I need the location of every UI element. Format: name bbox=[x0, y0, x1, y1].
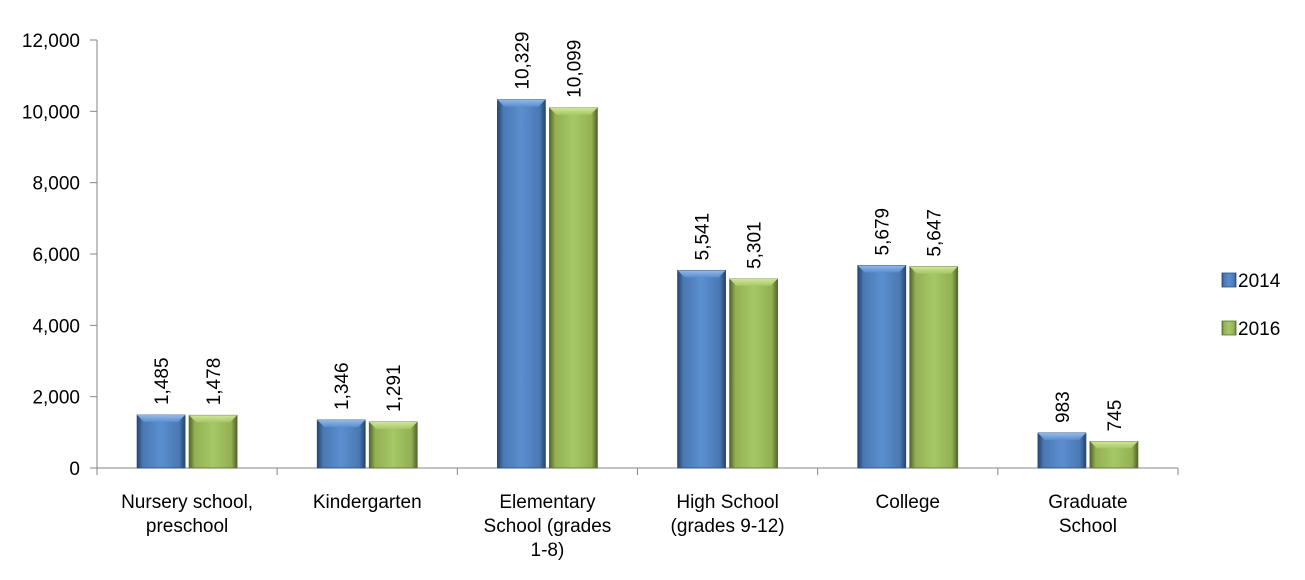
bar-cap-2016-3 bbox=[729, 278, 778, 286]
bar-cap-2016-5 bbox=[1089, 441, 1138, 449]
legend-label-2016: 2016 bbox=[1238, 319, 1280, 340]
data-label-2016-5: 745 bbox=[1105, 400, 1126, 432]
category-label: Kindergarten bbox=[313, 492, 422, 513]
data-label-2014-4: 5,679 bbox=[873, 208, 894, 256]
data-label-2014-3: 5,541 bbox=[693, 213, 714, 261]
bar-2014-1 bbox=[316, 419, 366, 469]
category-label: Nursery school, preschool bbox=[121, 492, 253, 537]
bar-2014-4 bbox=[857, 265, 907, 469]
category-label: High School (grades 9-12) bbox=[671, 492, 785, 537]
data-label-2016-3: 5,301 bbox=[745, 221, 766, 269]
bar-cap-2016-4 bbox=[909, 266, 958, 274]
data-label-2014-2: 10,329 bbox=[512, 31, 533, 89]
bar-2016-2 bbox=[549, 107, 598, 469]
legend-swatch-2016 bbox=[1221, 320, 1237, 336]
bar-2016-4 bbox=[909, 266, 959, 469]
y-tick-label: 12,000 bbox=[22, 31, 80, 52]
category-label: Elementary School (grades 1-8) bbox=[484, 492, 612, 561]
data-label-2014-1: 1,346 bbox=[332, 362, 353, 410]
y-tick-label: 8,000 bbox=[32, 174, 80, 195]
y-tick-label: 6,000 bbox=[32, 245, 80, 266]
bar-cap-2016-1 bbox=[369, 421, 418, 429]
data-label-2016-4: 5,647 bbox=[925, 209, 946, 257]
bar-2014-2 bbox=[497, 99, 546, 469]
y-tick-label: 4,000 bbox=[32, 316, 80, 337]
bars-group bbox=[136, 99, 1139, 469]
data-label-2016-0: 1,478 bbox=[204, 358, 225, 406]
legend-swatch-2014 bbox=[1221, 272, 1237, 288]
data-label-2016-2: 10,099 bbox=[564, 40, 585, 98]
bar-cap-2016-2 bbox=[549, 107, 598, 115]
bar-2014-3 bbox=[677, 269, 726, 469]
bar-cap-2014-3 bbox=[677, 270, 726, 278]
y-tick-label: 10,000 bbox=[22, 102, 80, 123]
axes: 0 2,000 4,000 6,000 8,000 10,000 12,000 Nursery… bbox=[22, 31, 1179, 561]
data-labels-group: 1,485 1,346 10,329 5,541 5,679 983 1,478 1,291 1… bbox=[152, 31, 1126, 431]
data-label-2016-1: 1,291 bbox=[384, 364, 405, 412]
bar-2016-1 bbox=[368, 421, 418, 469]
bar-2016-3 bbox=[729, 278, 778, 469]
data-label-2014-0: 1,485 bbox=[152, 357, 173, 405]
legend: 2014 2016 bbox=[1221, 271, 1281, 340]
bar-2016-0 bbox=[188, 414, 238, 469]
bar-cap-2014-2 bbox=[497, 99, 546, 107]
y-tick-label: 2,000 bbox=[32, 388, 80, 409]
category-label: Graduate School bbox=[1048, 492, 1127, 537]
data-label-2014-5: 983 bbox=[1053, 391, 1074, 423]
bar-cap-2016-0 bbox=[189, 415, 238, 423]
legend-label-2014: 2014 bbox=[1238, 271, 1281, 292]
bar-cap-2014-1 bbox=[317, 419, 366, 427]
bar-2014-0 bbox=[136, 414, 186, 469]
bar-cap-2014-0 bbox=[137, 415, 186, 423]
bar-cap-2014-4 bbox=[857, 265, 906, 273]
category-label: College bbox=[876, 492, 940, 513]
bar-cap-2014-5 bbox=[1037, 432, 1086, 440]
y-tick-label: 0 bbox=[69, 459, 80, 480]
